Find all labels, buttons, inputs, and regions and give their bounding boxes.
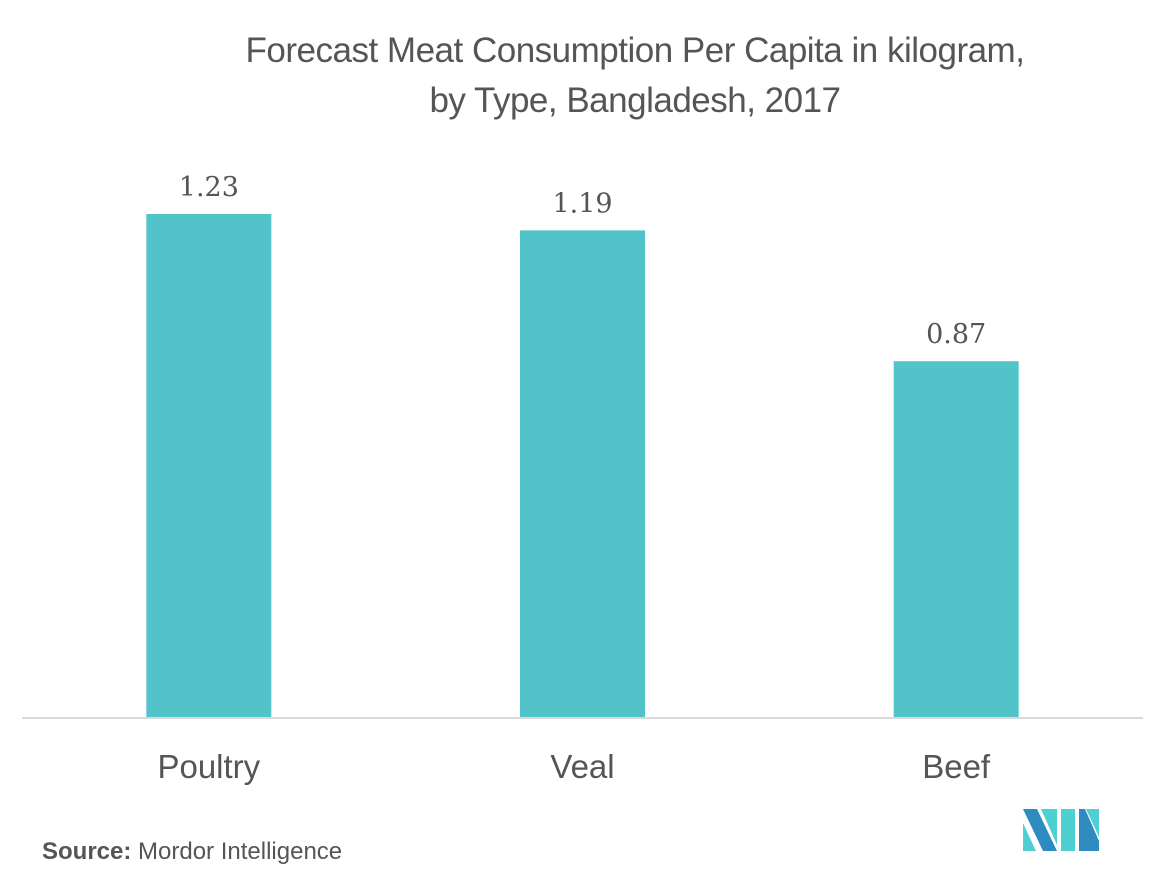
source-label: Source: [42,838,132,865]
x-tick-label-poultry: Poultry [157,748,260,785]
data-label-poultry: 1.23 [179,172,239,203]
bar-beef [893,361,1019,717]
data-label-beef: 0.87 [926,319,986,350]
source-text: Mordor Intelligence [131,838,343,865]
source-note: Source: Mordor Intelligence [42,838,342,866]
mordor-intelligence-logo-icon [1023,809,1099,851]
x-tick-label-beef: Beef [922,748,991,785]
bar-veal [520,230,645,717]
chart-title-line-2: by Type, Bangladesh, 2017 [429,81,841,120]
bar-poultry [146,214,272,717]
chart-title-line-1: Forecast Meat Consumption Per Capita in … [245,31,1025,70]
data-label-veal: 1.19 [552,188,612,219]
x-tick-label-veal: Veal [550,748,614,785]
chart-title: Forecast Meat Consumption Per Capita in … [0,26,1164,126]
bar-chart: 1.23 Poultry 1.19 Veal 0.87 Beef [22,172,1143,785]
